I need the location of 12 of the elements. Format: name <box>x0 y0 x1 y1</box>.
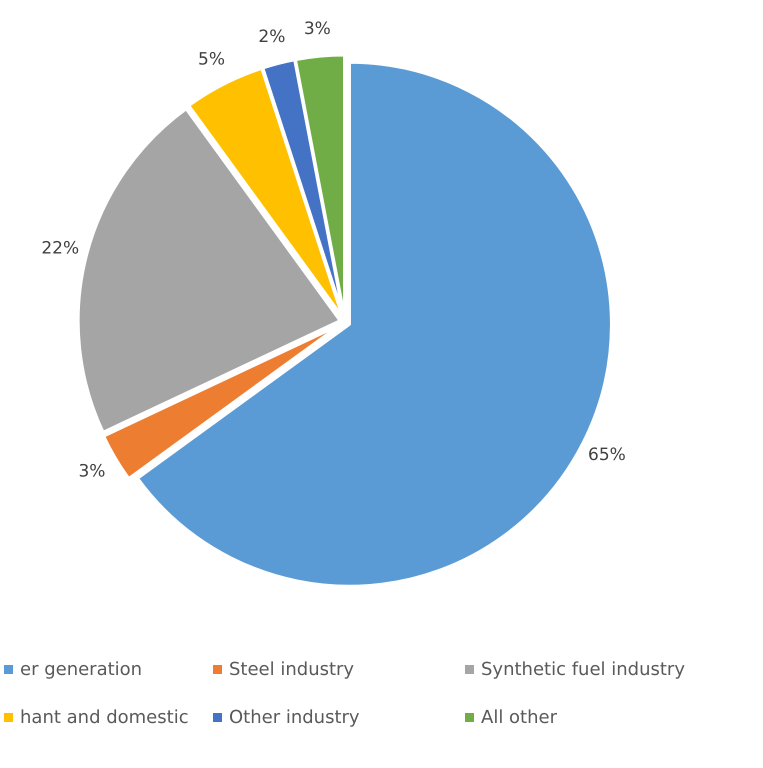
data-label: 3% <box>304 18 331 39</box>
legend-label: Other industry <box>229 706 360 728</box>
legend-label: Steel industry <box>229 658 354 680</box>
legend-label: er generation <box>20 658 142 680</box>
legend-label: All other <box>481 706 558 728</box>
data-label: 65% <box>588 445 626 466</box>
data-label: 2% <box>258 26 286 47</box>
data-label: 5% <box>198 50 226 70</box>
legend-label: Synthetic fuel industry <box>481 658 686 680</box>
legend-label: hant and domestic <box>20 706 189 728</box>
data-label: 3% <box>78 461 106 482</box>
data-label: 22% <box>41 238 80 259</box>
